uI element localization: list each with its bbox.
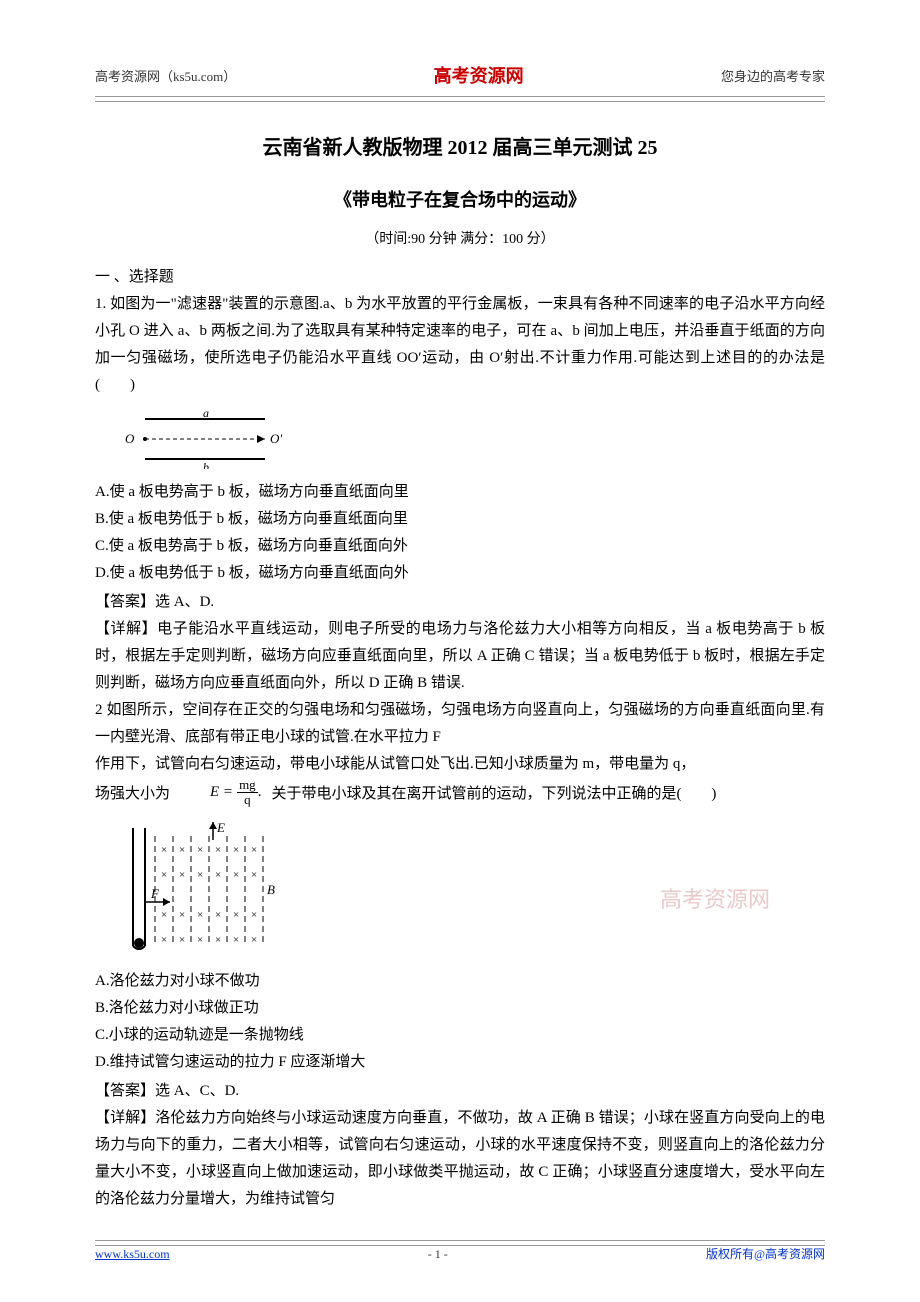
q1-answer: 【答案】选 A、D. [95,589,825,616]
svg-text:×: × [197,869,203,881]
svg-text:×: × [161,934,167,946]
q1-option-d: D.使 a 板电势低于 b 板，磁场方向垂直纸面向外 [95,560,825,587]
footer-page-number: - 1 - [428,1244,448,1266]
q2-stem-2: 作用下，试管向右匀速运动，带电小球能从试管口处飞出.已知小球质量为 m，带电量为… [95,751,825,778]
svg-text:×: × [197,844,203,856]
svg-text:×: × [197,909,203,921]
svg-text:×: × [215,869,221,881]
svg-text:×: × [251,869,257,881]
label-a: a [203,409,209,420]
svg-text:×: × [161,844,167,856]
svg-text:×: × [251,844,257,856]
header-brand: 高考资源网 [434,60,524,92]
q2-option-d: D.维持试管匀速运动的拉力 F 应逐渐增大 [95,1049,825,1076]
svg-text:×: × [233,869,239,881]
q2-stem-3b: 关于带电小球及其在离开试管前的运动，下列说法中正确的是( ) [271,781,716,808]
q1-option-a: A.使 a 板电势高于 b 板，磁场方向垂直纸面向里 [95,479,825,506]
svg-text:×: × [179,869,185,881]
footer-link[interactable]: www.ks5u.com [95,1244,170,1266]
svg-text:×: × [161,909,167,921]
q2-option-c: C.小球的运动轨迹是一条抛物线 [95,1022,825,1049]
label-b: b [203,460,209,469]
page: 高考资源网（ks5u.com） 高考资源网 您身边的高考专家 云南省新人教版物理… [0,0,920,1302]
q2-stem-3a: 场强大小为 [95,781,170,808]
svg-text:×: × [179,909,185,921]
footer-copyright: 版权所有@高考资源网 [706,1244,825,1266]
header-left: 高考资源网（ks5u.com） [95,65,236,88]
page-header: 高考资源网（ks5u.com） 高考资源网 您身边的高考专家 [95,60,825,97]
svg-text:×: × [215,844,221,856]
q2-answer: 【答案】选 A、C、D. [95,1078,825,1105]
formula-period: . [258,779,262,806]
label-Oprime: O′ [270,431,282,446]
svg-text:×: × [179,934,185,946]
svg-text:×: × [251,934,257,946]
section-heading: 一 、选择题 [95,264,825,291]
svg-text:×: × [233,909,239,921]
q1-option-b: B.使 a 板电势低于 b 板，磁场方向垂直纸面向里 [95,506,825,533]
label-B: B [267,882,275,897]
svg-text:×: × [233,934,239,946]
q1-detail: 【详解】电子能沿水平直线运动，则电子所受的电场力与洛伦兹力大小相等方向相反，当 … [95,616,825,697]
header-right: 您身边的高考专家 [721,65,825,88]
q2-detail: 【详解】洛伦兹力方向始终与小球运动速度方向垂直，不做功，故 A 正确 B 错误；… [95,1105,825,1213]
formula-denominator: q [237,793,258,807]
q2-stem-3: 场强大小为 E = mg q . 关于带电小球及其在离开试管前的运动，下列说法中… [95,778,825,808]
formula-numerator: mg [237,778,258,793]
header-divider [95,101,825,102]
label-O: O [125,431,135,446]
velocity-selector-diagram-icon: a b O O′ [115,409,295,469]
svg-text:×: × [197,934,203,946]
q2-option-b: B.洛伦兹力对小球做正功 [95,995,825,1022]
q2-option-a: A.洛伦兹力对小球不做功 [95,968,825,995]
formula-fraction: mg q [237,778,258,808]
svg-text:×: × [215,909,221,921]
svg-text:×: × [251,909,257,921]
svg-text:×: × [179,844,185,856]
svg-text:×: × [215,934,221,946]
q2-figure: F E B ×××××× ×××××× ×××××× ×××××× [115,818,825,958]
q1-stem: 1. 如图为一"滤速器"装置的示意图.a、b 为水平放置的平行金属板，一束具有各… [95,291,825,399]
page-footer: www.ks5u.com - 1 - 版权所有@高考资源网 [95,1240,825,1266]
document-meta: （时间:90 分钟 满分：100 分） [95,227,825,252]
document-title: 云南省新人教版物理 2012 届高三单元测试 25 [95,130,825,166]
formula-lhs: E = [210,779,233,806]
label-E: E [216,820,225,835]
svg-text:×: × [233,844,239,856]
q1-option-c: C.使 a 板电势高于 b 板，磁场方向垂直纸面向外 [95,533,825,560]
svg-text:×: × [161,869,167,881]
field-tube-diagram-icon: F E B ×××××× ×××××× ×××××× ×××××× [115,818,285,958]
document-subtitle: 《带电粒子在复合场中的运动》 [95,184,825,216]
q1-figure: a b O O′ [115,409,825,469]
q2-stem-1: 2 如图所示，空间存在正交的匀强电场和匀强磁场，匀强电场方向竖直向上，匀强磁场的… [95,697,825,751]
